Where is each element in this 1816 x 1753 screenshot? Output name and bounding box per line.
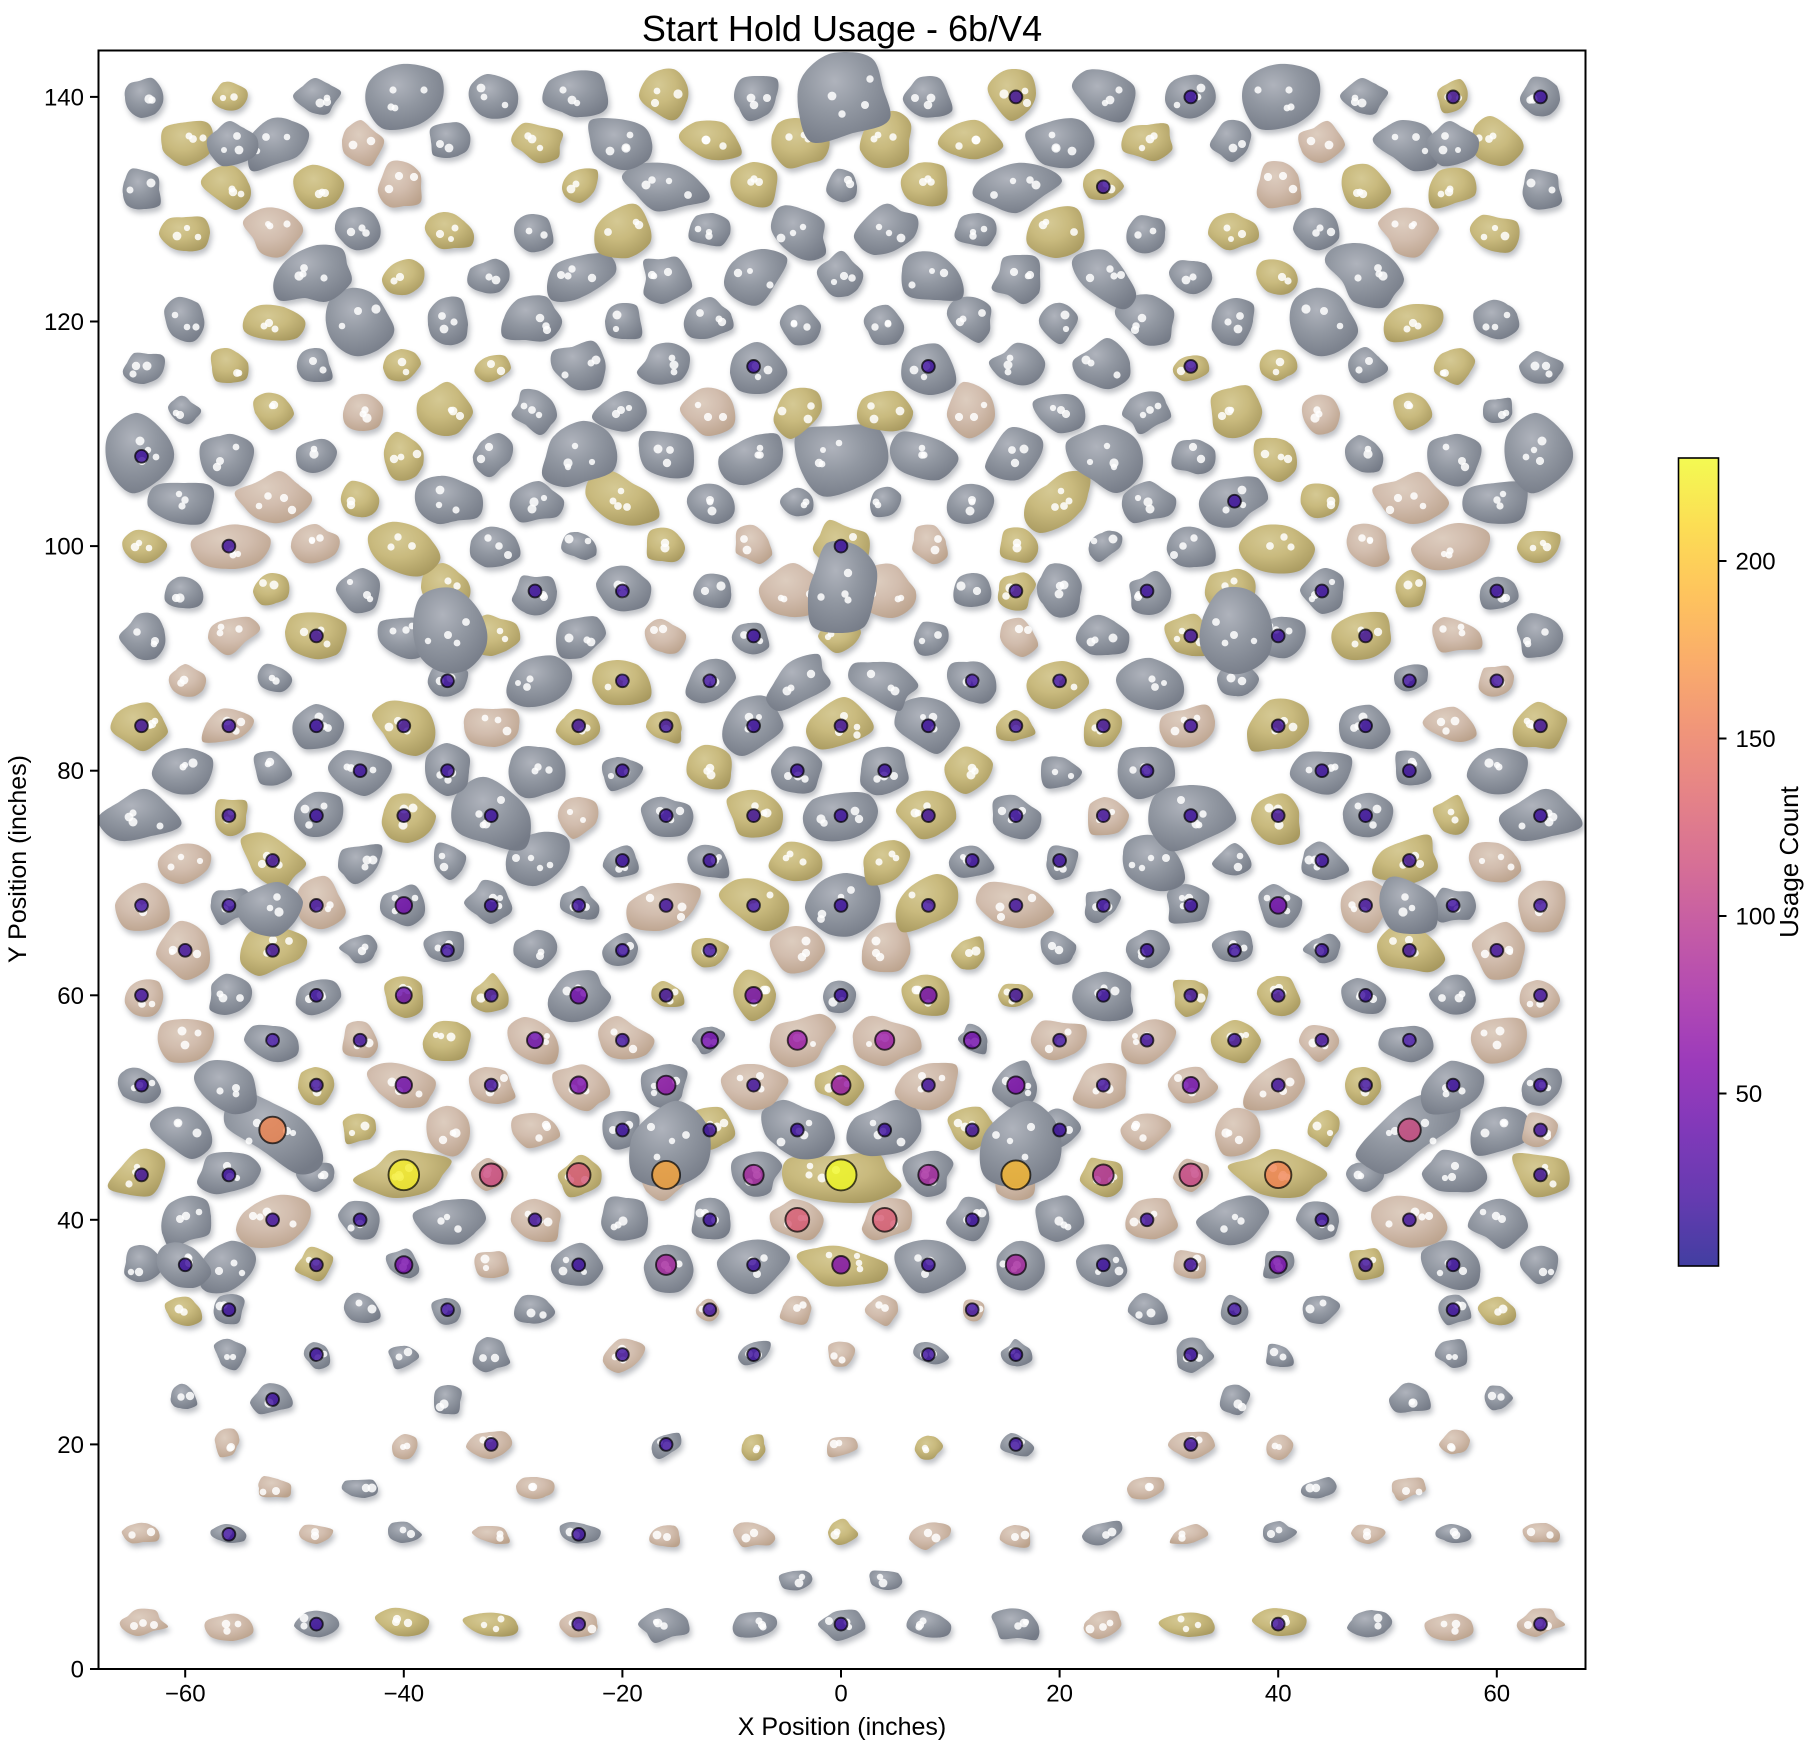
svg-text:−60: −60: [165, 1681, 206, 1708]
svg-text:60: 60: [1483, 1681, 1510, 1708]
svg-text:40: 40: [1265, 1681, 1292, 1708]
svg-text:140: 140: [44, 84, 84, 111]
svg-text:−40: −40: [383, 1681, 424, 1708]
svg-text:100: 100: [1736, 904, 1776, 931]
svg-text:120: 120: [44, 309, 84, 336]
svg-text:0: 0: [71, 1657, 84, 1684]
svg-text:200: 200: [1736, 549, 1776, 576]
svg-text:20: 20: [57, 1432, 84, 1459]
svg-text:Y Position (inches): Y Position (inches): [4, 755, 32, 963]
svg-text:40: 40: [57, 1207, 84, 1234]
svg-text:100: 100: [44, 534, 84, 561]
svg-text:0: 0: [834, 1681, 847, 1708]
svg-text:−20: −20: [602, 1681, 643, 1708]
svg-text:20: 20: [1046, 1681, 1073, 1708]
svg-text:80: 80: [57, 758, 84, 785]
svg-text:Usage Count: Usage Count: [1774, 785, 1804, 938]
svg-text:X Position (inches): X Position (inches): [738, 1713, 946, 1741]
svg-text:50: 50: [1736, 1081, 1763, 1108]
svg-text:Start Hold Usage - 6b/V4: Start Hold Usage - 6b/V4: [642, 8, 1042, 49]
svg-text:60: 60: [57, 983, 84, 1010]
svg-text:150: 150: [1736, 726, 1776, 753]
